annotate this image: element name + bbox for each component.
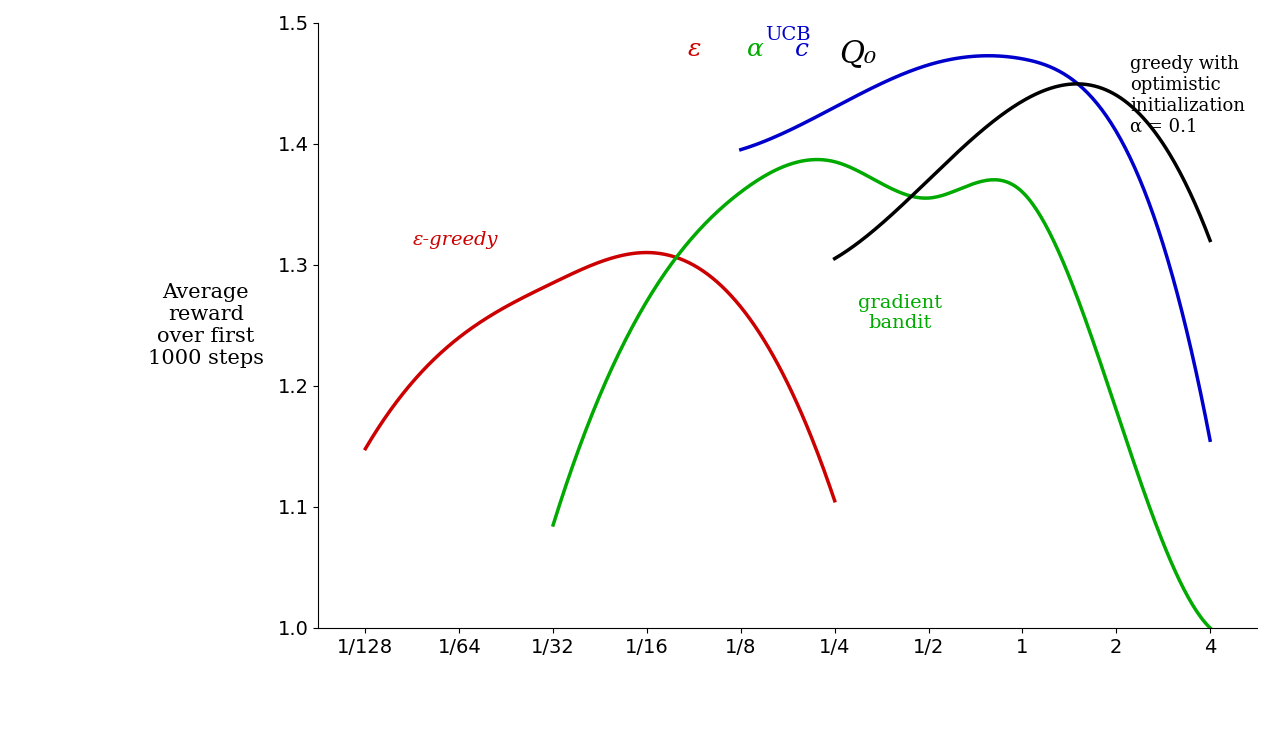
Text: gradient
bandit: gradient bandit xyxy=(859,293,943,332)
Text: α: α xyxy=(747,38,763,61)
Text: UCB: UCB xyxy=(764,26,810,44)
Text: c: c xyxy=(795,38,809,61)
Text: Average
reward
over first
1000 steps: Average reward over first 1000 steps xyxy=(148,283,263,368)
Text: ε-greedy: ε-greedy xyxy=(412,231,497,250)
Text: greedy with
optimistic
initialization
α = 0.1: greedy with optimistic initialization α … xyxy=(1131,55,1245,135)
Text: ε: ε xyxy=(687,38,701,61)
Text: Q₀: Q₀ xyxy=(840,38,876,69)
